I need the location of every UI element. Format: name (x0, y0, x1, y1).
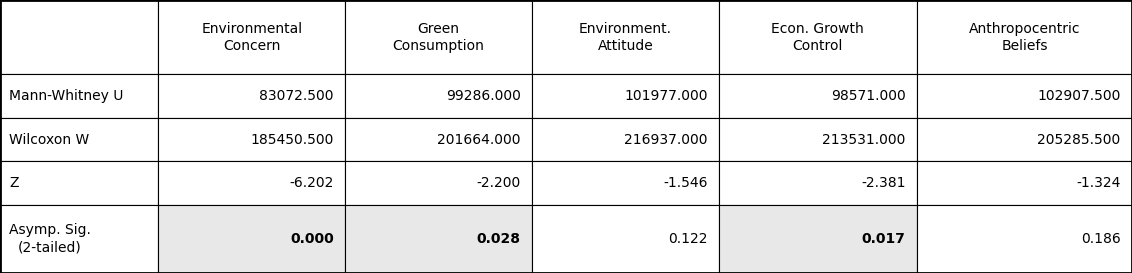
Text: Environment.
Attitude: Environment. Attitude (578, 22, 672, 53)
Text: 0.186: 0.186 (1081, 232, 1121, 246)
Bar (158, 75, 345, 118)
Bar (917, 161, 1132, 205)
Bar (719, 161, 917, 205)
Text: Wilcoxon W: Wilcoxon W (9, 133, 89, 147)
Bar (158, 161, 345, 205)
Text: -2.200: -2.200 (477, 176, 521, 190)
Bar (719, 205, 917, 273)
Text: Environmental
Concern: Environmental Concern (201, 22, 302, 53)
Text: 98571.000: 98571.000 (831, 89, 906, 103)
Bar (0, 0, 158, 75)
Text: Asymp. Sig.
(2-tailed): Asymp. Sig. (2-tailed) (9, 223, 91, 254)
Bar (345, 0, 532, 75)
Text: 201664.000: 201664.000 (437, 133, 521, 147)
Text: 205285.500: 205285.500 (1037, 133, 1121, 147)
Text: Anthropocentric
Beliefs: Anthropocentric Beliefs (969, 22, 1080, 53)
Text: 0.122: 0.122 (668, 232, 708, 246)
Bar (532, 161, 719, 205)
Bar (0, 118, 158, 161)
Bar (719, 75, 917, 118)
Text: -2.381: -2.381 (861, 176, 906, 190)
Bar (345, 118, 532, 161)
Text: 0.000: 0.000 (290, 232, 334, 246)
Bar (917, 75, 1132, 118)
Bar (345, 75, 532, 118)
Bar (917, 205, 1132, 273)
Text: -1.546: -1.546 (663, 176, 708, 190)
Bar (158, 205, 345, 273)
Text: Econ. Growth
Control: Econ. Growth Control (772, 22, 864, 53)
Bar (719, 118, 917, 161)
Bar (158, 118, 345, 161)
Text: 185450.500: 185450.500 (250, 133, 334, 147)
Text: 101977.000: 101977.000 (624, 89, 708, 103)
Text: 213531.000: 213531.000 (822, 133, 906, 147)
Text: 216937.000: 216937.000 (624, 133, 708, 147)
Text: -1.324: -1.324 (1077, 176, 1121, 190)
Bar (0, 205, 158, 273)
Bar (532, 0, 719, 75)
Bar (532, 118, 719, 161)
Bar (0, 161, 158, 205)
Bar (532, 205, 719, 273)
Bar (345, 205, 532, 273)
Bar (719, 0, 917, 75)
Bar (158, 0, 345, 75)
Bar (917, 118, 1132, 161)
Bar (917, 0, 1132, 75)
Text: 102907.500: 102907.500 (1037, 89, 1121, 103)
Text: 0.028: 0.028 (477, 232, 521, 246)
Bar (345, 161, 532, 205)
Text: 99286.000: 99286.000 (446, 89, 521, 103)
Text: Green
Consumption: Green Consumption (393, 22, 484, 53)
Text: 0.017: 0.017 (861, 232, 906, 246)
Bar (532, 75, 719, 118)
Bar (0, 75, 158, 118)
Text: -6.202: -6.202 (290, 176, 334, 190)
Text: Mann-Whitney U: Mann-Whitney U (9, 89, 123, 103)
Text: Z: Z (9, 176, 18, 190)
Text: 83072.500: 83072.500 (259, 89, 334, 103)
